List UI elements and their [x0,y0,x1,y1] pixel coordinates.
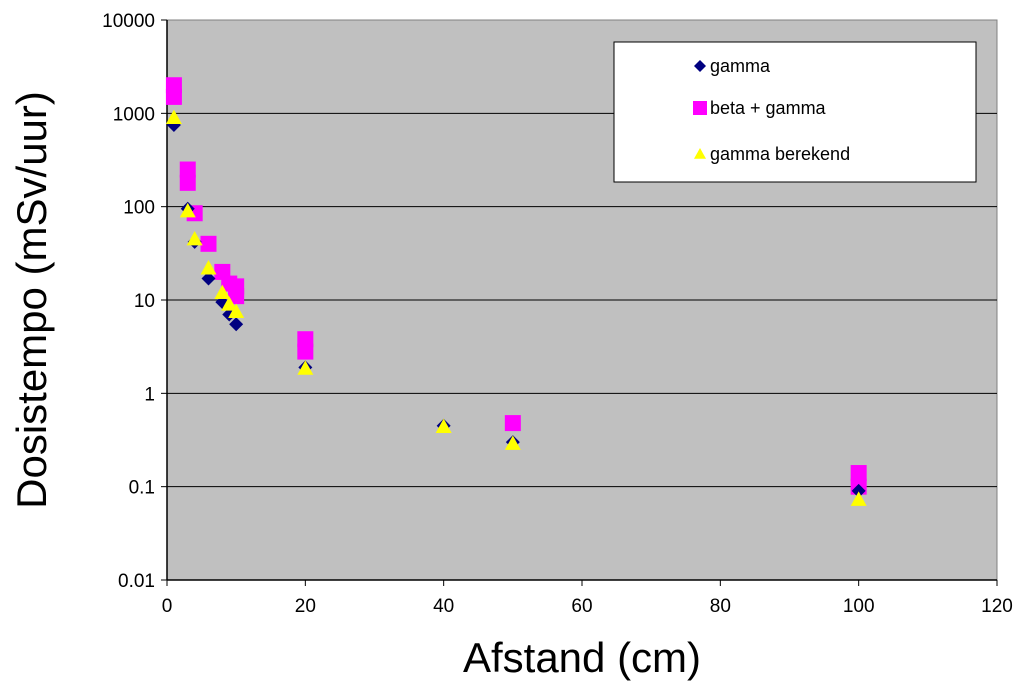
y-tick-labels: 0.01 0.1 1 10 100 1000 10000 [102,11,155,592]
data-point [179,174,196,191]
data-point [200,235,217,252]
data-point [179,161,196,178]
data-point [435,418,452,434]
legend: gamma beta + gamma gamma berekend [613,41,977,183]
y-tick-label: 1000 [113,104,155,125]
data-points [165,77,867,506]
y-tick-label: 0.1 [129,478,155,499]
legend-box [613,41,977,183]
legend-label: gamma berekend [710,144,850,164]
data-point [297,343,314,360]
x-tick-label: 120 [981,596,1013,617]
data-point [504,435,521,450]
data-point [221,296,238,311]
x-axis-title: Afstand (cm) [463,634,701,681]
data-point [850,491,867,506]
data-point [297,331,314,348]
legend-label: beta + gamma [710,98,827,118]
data-point [228,303,245,319]
data-point [186,231,203,246]
x-tick-label: 80 [710,596,731,617]
legend-marker [694,60,706,72]
data-point [165,88,182,105]
x-tick-label: 60 [571,596,592,617]
data-point [850,465,867,482]
y-tick-label: 10 [134,291,155,312]
x-tick-label: 20 [295,596,316,617]
data-point [297,360,314,375]
data-point [214,284,231,300]
data-point [504,415,521,432]
data-point [165,109,182,125]
axes [161,19,998,586]
legend-marker [694,148,706,159]
data-point [201,271,216,286]
legend-marker [693,101,707,115]
x-tick-label: 100 [843,596,875,617]
y-axis-title: Dosistempo (mSv/uur) [8,91,55,509]
data-point [851,483,866,498]
data-point [229,317,244,332]
x-tick-labels: 0 20 40 60 80 100 120 [162,596,1013,617]
y-tick-label: 100 [123,198,155,219]
y-tick-label: 1 [144,384,155,405]
y-tick-label: 10000 [102,11,155,32]
y-tick-label: 0.01 [118,571,155,592]
x-tick-label: 0 [162,596,173,617]
data-point [200,260,217,275]
data-point [179,202,196,218]
legend-label: gamma [710,56,771,76]
x-tick-label: 40 [433,596,454,617]
data-point [228,288,245,305]
